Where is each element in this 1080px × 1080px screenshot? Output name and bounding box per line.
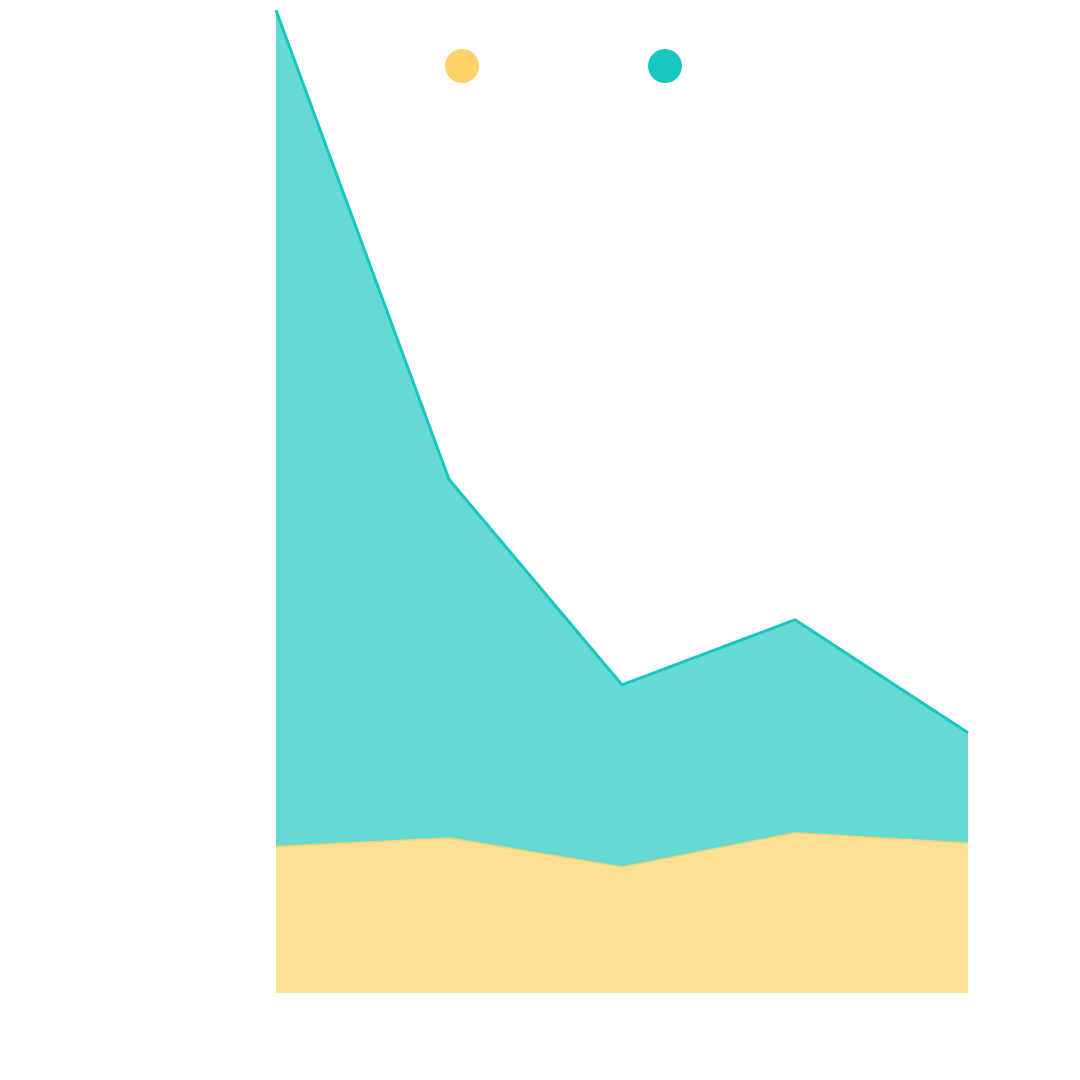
legend <box>445 49 682 83</box>
series-2-area <box>276 10 968 867</box>
legend-marker-series-2 <box>648 49 682 83</box>
plot-area <box>274 9 969 993</box>
series-2-line <box>274 9 969 735</box>
legend-marker-series-1 <box>445 49 479 83</box>
series-1-area <box>276 832 968 993</box>
